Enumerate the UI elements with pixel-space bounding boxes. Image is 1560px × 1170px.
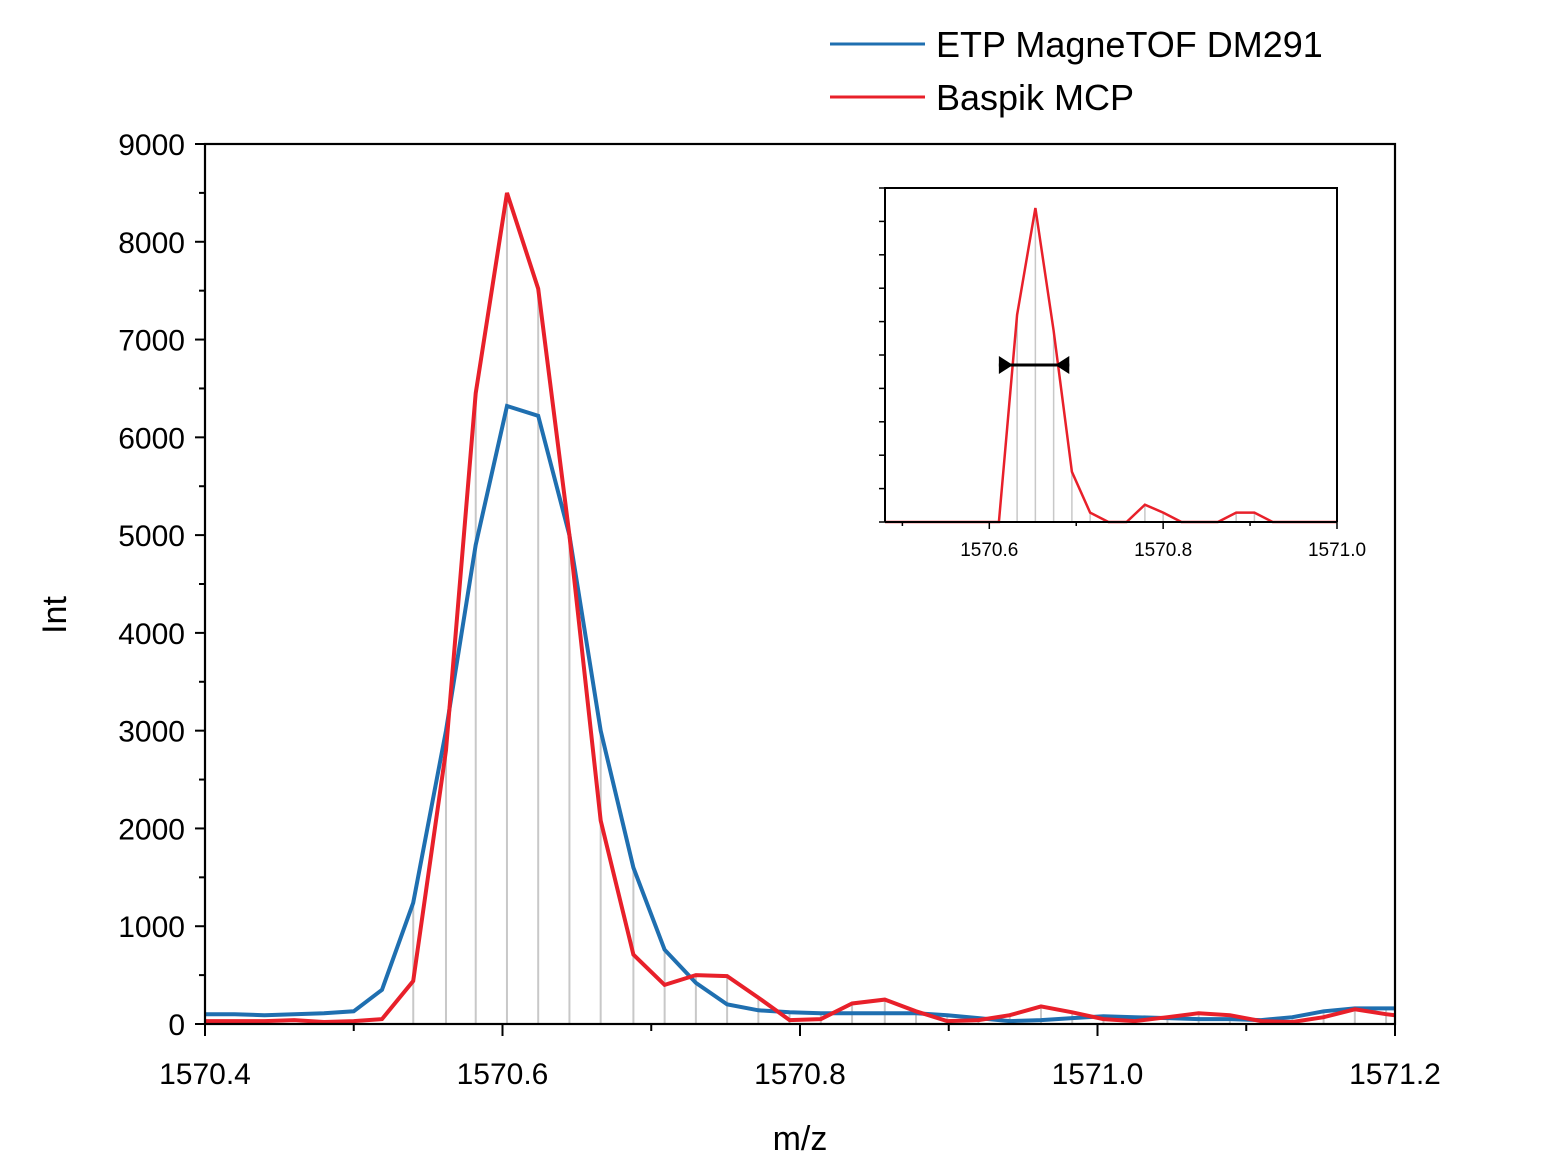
inset-chart: 1570.6 1570.8 1571.0: [879, 187, 1366, 561]
y-tick-label: 3000: [118, 716, 185, 749]
inset-x-tick-label: 1570.6: [960, 540, 1018, 561]
fwhm-arrowhead-right: [1055, 356, 1070, 374]
x-tick-label: 1570.8: [754, 1058, 846, 1091]
fwhm-arrowhead-left: [998, 356, 1013, 374]
x-axis-title: m/z: [773, 1120, 828, 1158]
legend-label-etp: ETP MagneTOF DM291: [936, 24, 1323, 65]
y-tick-label: 6000: [118, 422, 185, 455]
y-tick-label: 9000: [118, 129, 185, 162]
y-axis-title: Int: [36, 596, 74, 634]
main-axis-ticks: [195, 143, 1396, 1036]
y-tick-label: 7000: [118, 325, 185, 358]
main-tick-labels: 0 1000 2000 3000 4000 5000 6000 7000 8000 9000 157…: [118, 129, 1441, 1091]
legend: ETP MagneTOF DM291 Baspik MCP: [830, 24, 1323, 118]
inset-x-tick-label: 1570.8: [1134, 540, 1192, 561]
x-tick-label: 1570.4: [159, 1058, 251, 1091]
y-tick-label: 4000: [118, 618, 185, 651]
main-series-group: [205, 192, 1396, 1025]
inset-tick-labels: 1570.6 1570.8 1571.0: [960, 540, 1366, 561]
inset-background: [885, 188, 1337, 522]
series-line-baspik-mcp: [205, 192, 1396, 1025]
x-tick-label: 1571.0: [1052, 1058, 1144, 1091]
inset-x-tick-label: 1571.0: [1308, 540, 1366, 561]
fwhm-arrow: [998, 356, 1070, 374]
x-tick-label: 1571.2: [1349, 1058, 1441, 1091]
series-line-etp-magnetof: [205, 403, 1395, 1024]
y-tick-label: 5000: [118, 520, 185, 553]
x-tick-label: 1570.6: [457, 1058, 549, 1091]
inset-axis-ticks: [879, 187, 1338, 529]
y-tick-label: 1000: [118, 911, 185, 944]
y-tick-label: 0: [168, 1009, 185, 1042]
legend-label-baspik: Baspik MCP: [936, 77, 1134, 118]
y-tick-label: 8000: [118, 227, 185, 260]
y-tick-label: 2000: [118, 813, 185, 846]
